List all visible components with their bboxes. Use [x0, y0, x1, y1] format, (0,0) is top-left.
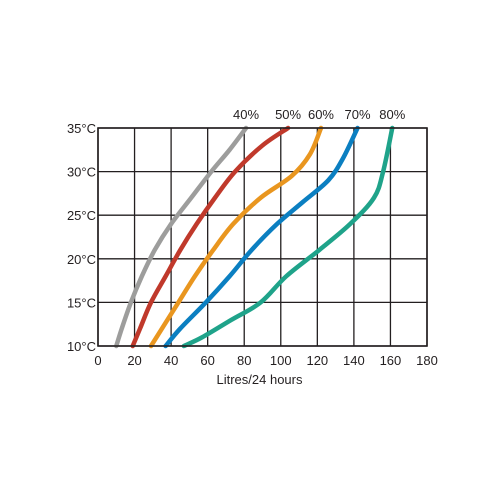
y-tick-label: 30°C — [67, 165, 96, 180]
series-label-40pct: 40% — [233, 107, 259, 122]
x-tick-label: 40 — [164, 353, 178, 368]
plot-frame — [97, 127, 428, 347]
y-tick-label: 20°C — [67, 252, 96, 267]
series-labels: 40% 50% 60% 70% 80% — [233, 107, 406, 122]
y-tick-label: 25°C — [67, 208, 96, 223]
series-line-60pct — [148, 125, 324, 349]
x-tick-label: 60 — [200, 353, 214, 368]
x-axis-title: Litres/24 hours — [217, 372, 303, 387]
series-line-80pct — [181, 125, 395, 349]
x-tick-label: 140 — [343, 353, 365, 368]
x-tick-label: 100 — [270, 353, 292, 368]
series-label-50pct: 50% — [275, 107, 301, 122]
series-lines — [114, 125, 395, 349]
series-line-40pct — [114, 125, 249, 349]
x-tick-label: 180 — [416, 353, 438, 368]
series-line-50pct — [130, 125, 291, 349]
x-tick-label: 80 — [237, 353, 251, 368]
series-line-70pct — [163, 125, 360, 349]
y-tick-label: 15°C — [67, 295, 96, 310]
x-tick-label: 120 — [306, 353, 328, 368]
x-tick-label: 0 — [94, 353, 101, 368]
y-tick-label: 10°C — [67, 339, 96, 354]
series-label-80pct: 80% — [379, 107, 405, 122]
y-tick-labels: 10°C 15°C 20°C 25°C 30°C 35°C — [67, 121, 96, 354]
series-label-60pct: 60% — [308, 107, 334, 122]
x-tick-labels: 0 20 40 60 80 100 120 140 160 180 — [94, 353, 437, 368]
x-tick-label: 160 — [380, 353, 402, 368]
y-tick-label: 35°C — [67, 121, 96, 136]
x-tick-label: 20 — [127, 353, 141, 368]
series-label-70pct: 70% — [345, 107, 371, 122]
